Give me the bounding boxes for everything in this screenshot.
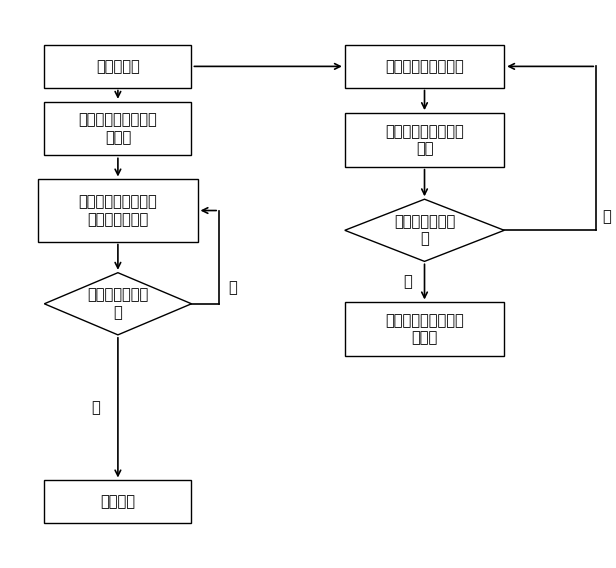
FancyBboxPatch shape: [44, 481, 192, 523]
Text: 读取服务器的基础数
据信息: 读取服务器的基础数 据信息: [78, 112, 157, 145]
Text: 是: 是: [403, 274, 412, 289]
Text: 车载测试数据的采集: 车载测试数据的采集: [385, 59, 464, 74]
Text: 否: 否: [602, 210, 611, 225]
Text: 测试数据进行处理并
发送: 测试数据进行处理并 发送: [385, 124, 464, 156]
FancyBboxPatch shape: [44, 45, 192, 87]
FancyBboxPatch shape: [345, 113, 505, 167]
Text: 服务器识别采集控制
终端，两者互联: 服务器识别采集控制 终端，两者互联: [78, 194, 157, 227]
Text: 上电初始化: 上电初始化: [96, 59, 140, 74]
Text: 测试数据是否有
效: 测试数据是否有 效: [394, 214, 455, 247]
Text: 是: 是: [91, 400, 100, 415]
Polygon shape: [44, 273, 192, 335]
FancyBboxPatch shape: [38, 179, 198, 241]
FancyBboxPatch shape: [345, 302, 505, 356]
Polygon shape: [345, 199, 505, 261]
Text: 否: 否: [229, 280, 237, 295]
FancyBboxPatch shape: [44, 102, 192, 156]
Text: 远程调试: 远程调试: [100, 494, 136, 509]
Text: 服务器接收测试数据
并存储: 服务器接收测试数据 并存储: [385, 313, 464, 345]
FancyBboxPatch shape: [345, 45, 505, 87]
Text: 是否收到调试命
令: 是否收到调试命 令: [87, 287, 148, 320]
